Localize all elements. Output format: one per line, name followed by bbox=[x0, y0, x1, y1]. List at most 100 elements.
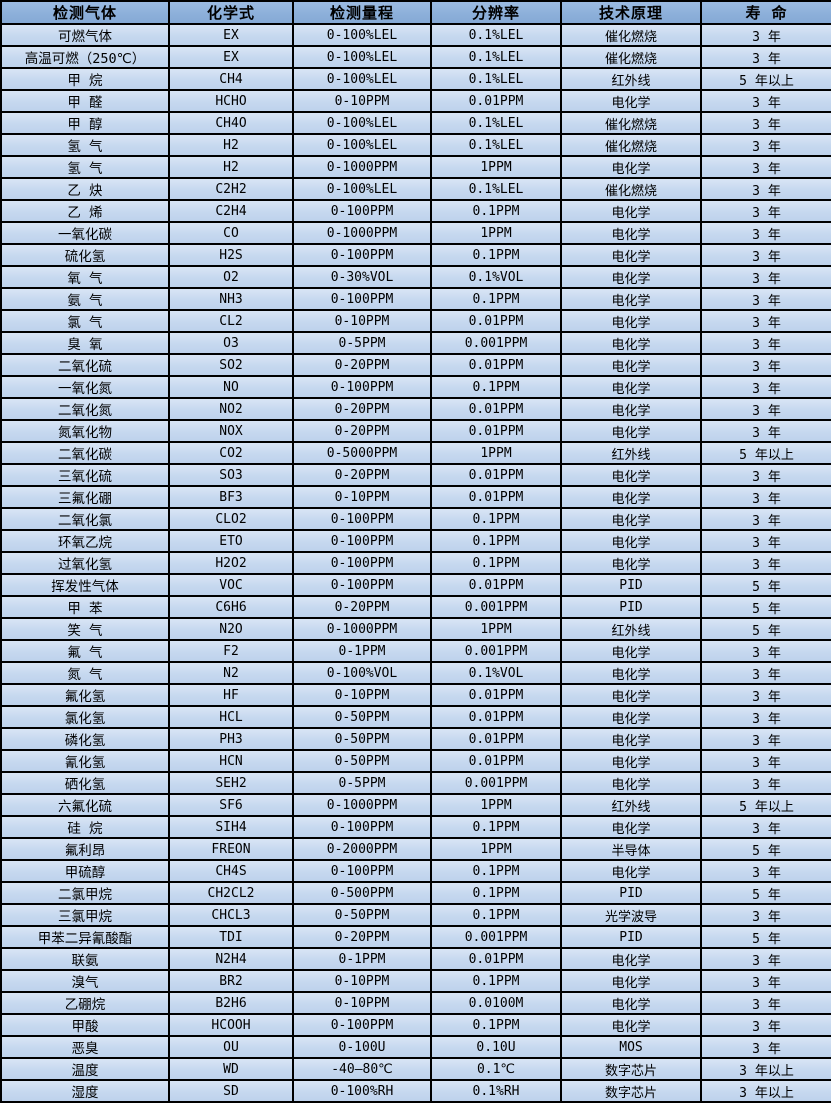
cell-lifespan: 3 年 bbox=[700, 683, 831, 707]
cell-principle: 红外线 bbox=[560, 793, 702, 817]
table-row: 氰化氢 HCN 0-50PPM 0.01PPM 电化学 3 年 bbox=[0, 749, 831, 773]
cell-range: 0-100PPM bbox=[292, 1013, 432, 1037]
cell-formula: N2H4 bbox=[168, 947, 294, 971]
cell-principle: 催化燃烧 bbox=[560, 133, 702, 157]
cell-lifespan: 3 年 bbox=[700, 375, 831, 399]
cell-gas: 氰化氢 bbox=[0, 749, 170, 773]
cell-principle: 电化学 bbox=[560, 727, 702, 751]
cell-lifespan: 3 年 bbox=[700, 903, 831, 927]
cell-range: 0-500PPM bbox=[292, 881, 432, 905]
cell-gas: 硒化氢 bbox=[0, 771, 170, 795]
cell-range: 0-10PPM bbox=[292, 89, 432, 113]
table-row: 甲苯二异氰酸酯 TDI 0-20PPM 0.001PPM PID 5 年 bbox=[0, 925, 831, 949]
cell-formula: CO bbox=[168, 221, 294, 245]
table-row: 硒化氢 SEH2 0-5PPM 0.001PPM 电化学 3 年 bbox=[0, 771, 831, 795]
table-row: 恶臭 OU 0-100U 0.10U MOS 3 年 bbox=[0, 1035, 831, 1059]
cell-resolution: 0.001PPM bbox=[430, 331, 562, 355]
cell-resolution: 0.01PPM bbox=[430, 309, 562, 333]
cell-formula: VOC bbox=[168, 573, 294, 597]
table-row: 氟利昂 FREON 0-2000PPM 1PPM 半导体 5 年 bbox=[0, 837, 831, 861]
cell-lifespan: 3 年 bbox=[700, 309, 831, 333]
cell-range: 0-100U bbox=[292, 1035, 432, 1059]
cell-range: 0-100PPM bbox=[292, 573, 432, 597]
cell-formula: OU bbox=[168, 1035, 294, 1059]
cell-gas: 温度 bbox=[0, 1057, 170, 1081]
table-row: 高温可燃（250℃） EX 0-100%LEL 0.1%LEL 催化燃烧 3 年 bbox=[0, 45, 831, 69]
cell-gas: 氟利昂 bbox=[0, 837, 170, 861]
cell-formula: HCHO bbox=[168, 89, 294, 113]
table-row: 一氧化氮 NO 0-100PPM 0.1PPM 电化学 3 年 bbox=[0, 375, 831, 399]
cell-resolution: 0.1PPM bbox=[430, 815, 562, 839]
cell-lifespan: 3 年 bbox=[700, 177, 831, 201]
table-row: 笑 气 N2O 0-1000PPM 1PPM 红外线 5 年 bbox=[0, 617, 831, 641]
table-row: 氟化氢 HF 0-10PPM 0.01PPM 电化学 3 年 bbox=[0, 683, 831, 707]
cell-range: 0-20PPM bbox=[292, 397, 432, 421]
cell-lifespan: 3 年 bbox=[700, 771, 831, 795]
table-row: 乙 炔 C2H2 0-100%LEL 0.1%LEL 催化燃烧 3 年 bbox=[0, 177, 831, 201]
cell-resolution: 0.1%LEL bbox=[430, 67, 562, 91]
cell-range: 0-100%LEL bbox=[292, 177, 432, 201]
cell-lifespan: 3 年 bbox=[700, 199, 831, 223]
cell-range: 0-1000PPM bbox=[292, 221, 432, 245]
cell-principle: 电化学 bbox=[560, 859, 702, 883]
table-row: 一氧化碳 CO 0-1000PPM 1PPM 电化学 3 年 bbox=[0, 221, 831, 245]
table-row: 甲硫醇 CH4S 0-100PPM 0.1PPM 电化学 3 年 bbox=[0, 859, 831, 883]
column-header-principle: 技术原理 bbox=[560, 0, 702, 25]
cell-formula: NO bbox=[168, 375, 294, 399]
cell-lifespan: 5 年 bbox=[700, 925, 831, 949]
cell-principle: 电化学 bbox=[560, 309, 702, 333]
cell-lifespan: 3 年 bbox=[700, 1013, 831, 1037]
cell-lifespan: 3 年 bbox=[700, 661, 831, 685]
cell-lifespan: 3 年 bbox=[700, 705, 831, 729]
table-row: 三氯甲烷 CHCL3 0-50PPM 0.1PPM 光学波导 3 年 bbox=[0, 903, 831, 927]
cell-formula: N2 bbox=[168, 661, 294, 685]
column-header-formula: 化学式 bbox=[168, 0, 294, 25]
cell-lifespan: 3 年 bbox=[700, 1035, 831, 1059]
cell-resolution: 0.01PPM bbox=[430, 419, 562, 443]
cell-resolution: 0.1%LEL bbox=[430, 111, 562, 135]
cell-range: 0-2000PPM bbox=[292, 837, 432, 861]
cell-resolution: 0.001PPM bbox=[430, 771, 562, 795]
table-row: 硫化氢 H2S 0-100PPM 0.1PPM 电化学 3 年 bbox=[0, 243, 831, 267]
cell-resolution: 0.1℃ bbox=[430, 1057, 562, 1081]
cell-lifespan: 3 年 bbox=[700, 727, 831, 751]
cell-formula: CHCL3 bbox=[168, 903, 294, 927]
cell-resolution: 0.1PPM bbox=[430, 1013, 562, 1037]
cell-resolution: 0.01PPM bbox=[430, 573, 562, 597]
cell-principle: 电化学 bbox=[560, 397, 702, 421]
cell-gas: 氧 气 bbox=[0, 265, 170, 289]
cell-formula: C2H4 bbox=[168, 199, 294, 223]
cell-principle: 催化燃烧 bbox=[560, 111, 702, 135]
cell-gas: 乙 烯 bbox=[0, 199, 170, 223]
cell-resolution: 0.1%LEL bbox=[430, 45, 562, 69]
cell-gas: 甲 醛 bbox=[0, 89, 170, 113]
cell-range: 0-100%RH bbox=[292, 1079, 432, 1103]
cell-formula: SEH2 bbox=[168, 771, 294, 795]
table-row: 氯 气 CL2 0-10PPM 0.01PPM 电化学 3 年 bbox=[0, 309, 831, 333]
cell-lifespan: 3 年 bbox=[700, 111, 831, 135]
cell-gas: 氯化氢 bbox=[0, 705, 170, 729]
cell-principle: 红外线 bbox=[560, 67, 702, 91]
table-row: 三氧化硫 SO3 0-20PPM 0.01PPM 电化学 3 年 bbox=[0, 463, 831, 487]
cell-gas: 联氨 bbox=[0, 947, 170, 971]
cell-resolution: 0.1%LEL bbox=[430, 133, 562, 157]
cell-resolution: 0.1%VOL bbox=[430, 661, 562, 685]
cell-gas: 一氧化碳 bbox=[0, 221, 170, 245]
cell-gas: 甲苯二异氰酸酯 bbox=[0, 925, 170, 949]
cell-principle: 电化学 bbox=[560, 969, 702, 993]
cell-formula: CL2 bbox=[168, 309, 294, 333]
cell-lifespan: 3 年 bbox=[700, 969, 831, 993]
cell-gas: 氨 气 bbox=[0, 287, 170, 311]
table-row: 环氧乙烷 ETO 0-100PPM 0.1PPM 电化学 3 年 bbox=[0, 529, 831, 553]
cell-resolution: 0.01PPM bbox=[430, 353, 562, 377]
cell-principle: PID bbox=[560, 595, 702, 619]
cell-lifespan: 3 年 bbox=[700, 397, 831, 421]
cell-principle: 电化学 bbox=[560, 485, 702, 509]
table-row: 甲 醛 HCHO 0-10PPM 0.01PPM 电化学 3 年 bbox=[0, 89, 831, 113]
cell-gas: 挥发性气体 bbox=[0, 573, 170, 597]
cell-formula: TDI bbox=[168, 925, 294, 949]
cell-resolution: 0.1PPM bbox=[430, 243, 562, 267]
table-row: 甲 苯 C6H6 0-20PPM 0.001PPM PID 5 年 bbox=[0, 595, 831, 619]
table-row: 二氧化硫 SO2 0-20PPM 0.01PPM 电化学 3 年 bbox=[0, 353, 831, 377]
